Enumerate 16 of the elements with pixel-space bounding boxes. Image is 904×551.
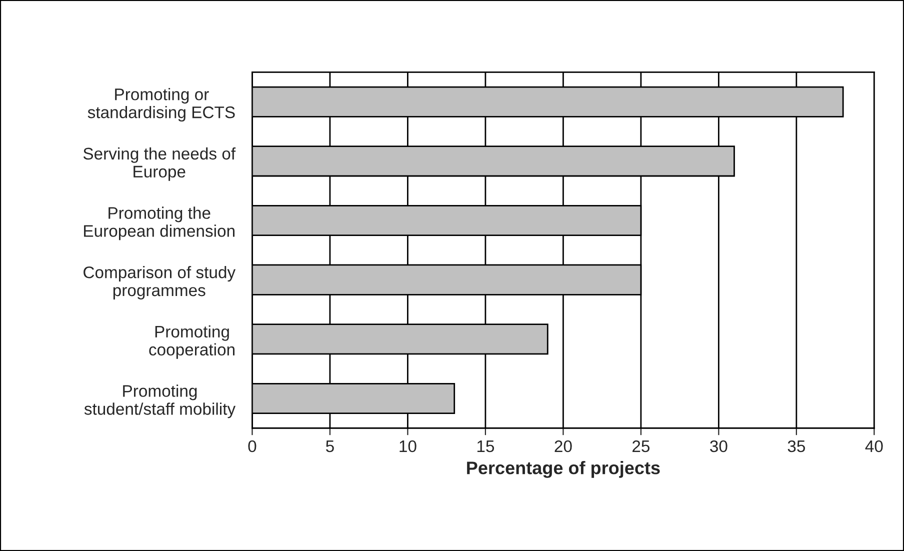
- x-tick-label: 0: [248, 440, 256, 452]
- x-tick-label: 5: [326, 440, 334, 452]
- y-tick-label: Promoting student/staff mobility: [84, 384, 236, 418]
- y-tick-label: Promoting cooperation: [149, 325, 234, 359]
- y-tick-label: Promoting the European dimension: [84, 206, 234, 240]
- x-tick-label: 25: [632, 440, 650, 452]
- x-tick-label: 10: [400, 440, 416, 452]
- x-tick-label: 35: [788, 440, 805, 452]
- y-tick-label: Promoting or standardising ECTS: [88, 88, 235, 122]
- y-tick-label: Comparison of study programmes: [84, 266, 236, 300]
- x-tick-label: 40: [865, 440, 883, 452]
- x-tick-label: 30: [710, 440, 728, 452]
- x-axis-title: Percentage of projects: [467, 461, 660, 478]
- x-tick-label: 20: [554, 440, 572, 452]
- x-tick-label: 15: [477, 440, 494, 452]
- y-tick-label: Serving the needs of Europe: [83, 147, 236, 181]
